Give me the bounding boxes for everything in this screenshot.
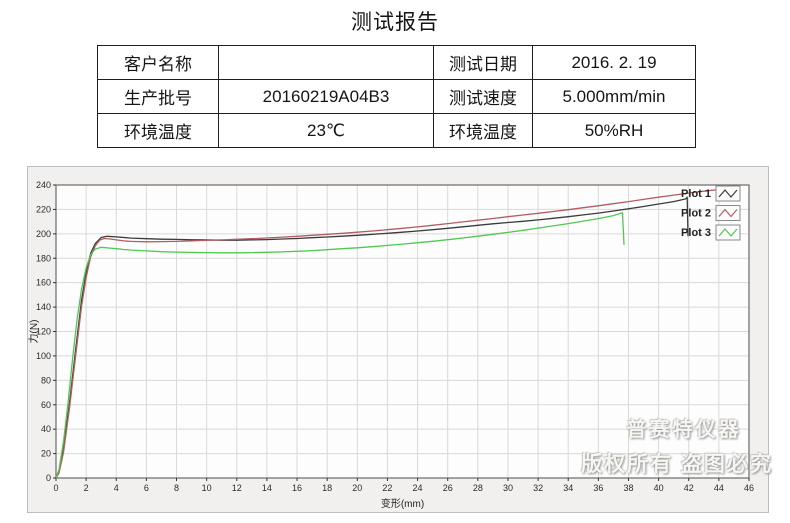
x-tick-label: 6: [144, 483, 149, 493]
chart-panel: 0 2 4 6 8 10 12 14 16 18 20 22 24 26 28 30 32 34 36 38 40 42 4…: [27, 166, 771, 513]
x-tick-label: 32: [533, 483, 543, 493]
x-tick-label: 40: [654, 483, 664, 493]
y-tick-label: 180: [36, 253, 51, 263]
x-tick-label: 18: [322, 483, 332, 493]
x-tick-label: 42: [684, 483, 694, 493]
y-tick-label: 140: [36, 302, 51, 312]
ambient-temperature-value: 23℃: [218, 113, 434, 148]
x-tick-label: 38: [623, 483, 633, 493]
curve-plot-3: [56, 212, 625, 479]
test-date-value: 2016. 2. 19: [532, 45, 696, 80]
x-tick-label: 26: [443, 483, 453, 493]
y-tick-label: 40: [41, 424, 51, 434]
x-tick-label: 0: [53, 483, 58, 493]
curve-plot-2: [56, 186, 737, 479]
ambient-temperature-label: 环境温度: [97, 113, 219, 148]
y-tick-label: 240: [36, 180, 51, 190]
legend-label: Plot 2: [681, 208, 711, 220]
batch-number-label: 生产批号: [97, 79, 219, 114]
test-speed-label: 测试速度: [433, 79, 533, 114]
force-deformation-chart: 0 2 4 6 8 10 12 14 16 18 20 22 24 26 28 30 32 34 36 38 40 42 4…: [28, 180, 754, 510]
x-axis-title: 变形(mm): [381, 497, 424, 510]
y-tick-label: 0: [46, 473, 51, 483]
y-tick-label: 200: [36, 229, 51, 239]
watermark-copyright-text: 版权所有 盗图必究: [581, 453, 773, 476]
legend-line-icon: [718, 189, 738, 198]
legend-entry-plot-2: Plot 2: [681, 205, 741, 221]
y-tick-label: 60: [41, 400, 51, 410]
customer-name-value: [218, 45, 434, 80]
humidity-value: 50%RH: [532, 113, 696, 148]
y-tick-label: 120: [36, 327, 51, 337]
customer-name-label: 客户名称: [97, 45, 219, 80]
y-tick-label: 160: [36, 278, 51, 288]
legend-label: Plot 1: [681, 188, 711, 200]
humidity-label: 环境温度: [433, 113, 533, 148]
y-tick-label: 20: [41, 449, 51, 459]
x-tick-label: 8: [174, 483, 179, 493]
x-tick-label: 10: [202, 483, 212, 493]
legend-line-icon: [718, 228, 738, 237]
x-tick-label: 44: [714, 483, 724, 493]
x-tick-label: 22: [382, 483, 392, 493]
y-tick-label: 100: [36, 351, 51, 361]
legend-entry-plot-1: Plot 1: [681, 185, 741, 202]
x-tick-label: 20: [352, 483, 362, 493]
x-tick-label: 12: [232, 483, 242, 493]
legend-label: Plot 3: [681, 227, 711, 239]
batch-number-value: 20160219A04B3: [218, 79, 434, 114]
table-row: 客户名称 测试日期 2016. 2. 19: [97, 45, 696, 80]
x-tick-label: 36: [593, 483, 603, 493]
table-row: 环境温度 23℃ 环境温度 50%RH: [97, 113, 696, 148]
y-axis-title: 力(N): [28, 320, 40, 344]
x-tick-label: 34: [563, 483, 573, 493]
curve-plot-1: [56, 196, 689, 479]
page-title: 测试报告: [351, 11, 439, 34]
table-row: 生产批号 20160219A04B3 测试速度 5.000mm/min: [97, 79, 696, 114]
legend-entry-plot-3: Plot 3: [681, 224, 741, 241]
test-date-label: 测试日期: [433, 45, 533, 80]
x-tick-label: 24: [413, 483, 423, 493]
watermark-brand-text: 普赛特仪器: [626, 419, 742, 441]
test-speed-value: 5.000mm/min: [532, 79, 696, 114]
x-tick-label: 4: [114, 483, 119, 493]
x-tick-label: 46: [744, 483, 754, 493]
x-tick-label: 28: [473, 483, 483, 493]
info-table: 客户名称 测试日期 2016. 2. 19 生产批号 20160219A04B3…: [97, 45, 696, 148]
x-tick-label: 30: [503, 483, 513, 493]
x-tick-label: 16: [292, 483, 302, 493]
y-tick-label: 80: [41, 375, 51, 385]
x-tick-label: 2: [84, 483, 89, 493]
x-tick-label: 14: [262, 483, 272, 493]
y-tick-label: 220: [36, 204, 51, 214]
legend-line-icon: [718, 208, 738, 218]
